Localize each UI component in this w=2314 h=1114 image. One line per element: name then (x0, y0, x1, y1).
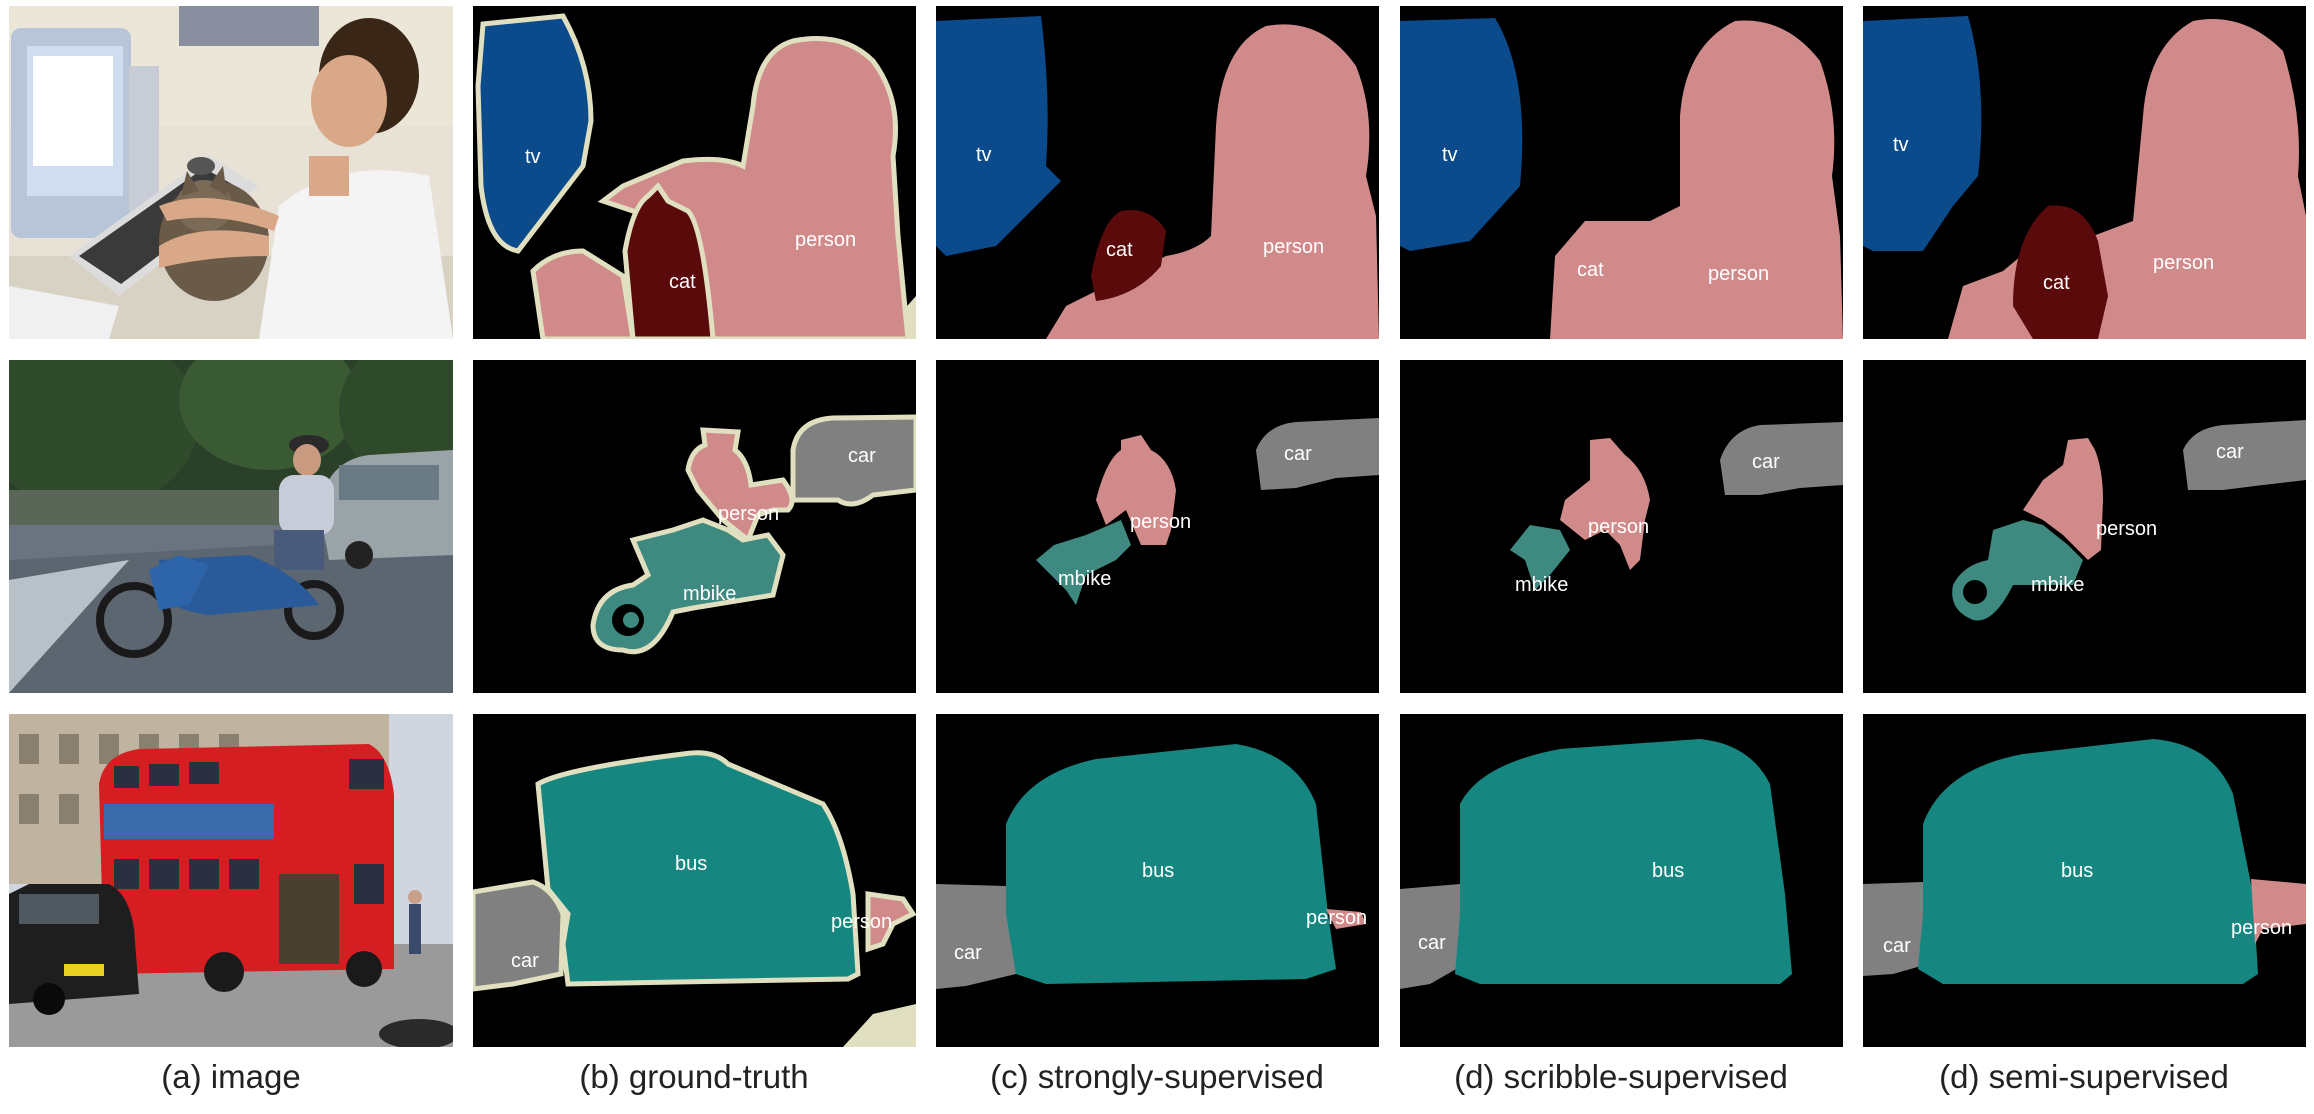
label-tv: tv (525, 146, 541, 168)
caption-scribble-supervised: (d) scribble-supervised (1454, 1058, 1788, 1095)
gt-mask-row2: car person mbike (473, 360, 916, 693)
label-mbike: mbike (2031, 574, 2084, 596)
label-mbike: mbike (1058, 568, 1111, 590)
label-car: car (1883, 935, 1911, 957)
label-person: person (1263, 236, 1324, 258)
label-person: person (1306, 907, 1367, 929)
label-person: person (2096, 518, 2157, 540)
strong-mask-row3: car bus person (936, 714, 1379, 1047)
scribble-mask-row1: tv cat person (1400, 6, 1843, 339)
label-cat: cat (2043, 272, 2070, 294)
label-car: car (511, 950, 539, 972)
label-person: person (831, 911, 892, 933)
label-cat: cat (669, 271, 696, 293)
label-person: person (2231, 917, 2292, 939)
label-bus: bus (1652, 860, 1684, 882)
caption-ground-truth: (b) ground-truth (579, 1058, 809, 1095)
label-car: car (848, 445, 876, 467)
label-person: person (1588, 516, 1649, 538)
photo-row2-motorbike (9, 360, 453, 693)
semi-mask-row2: car person mbike (1863, 360, 2306, 693)
caption-strongly-supervised: (c) strongly-supervised (990, 1058, 1324, 1095)
scribble-mask-row2: car person mbike (1400, 360, 1843, 693)
label-person: person (795, 229, 856, 251)
photo-row3-bus (9, 714, 453, 1047)
caption-semi-supervised: (d) semi-supervised (1939, 1058, 2229, 1095)
label-car: car (1418, 932, 1446, 954)
caption-image: (a) image (161, 1058, 301, 1095)
gt-mask-row3: car bus person (473, 714, 916, 1047)
label-car: car (954, 942, 982, 964)
label-tv: tv (1893, 134, 1909, 156)
gt-mask-row1: tv cat person (473, 6, 916, 339)
scribble-mask-row3: car bus (1400, 714, 1843, 1047)
label-cat: cat (1106, 239, 1133, 261)
label-mbike: mbike (683, 583, 736, 605)
semi-mask-row1: tv cat person (1863, 6, 2306, 339)
label-bus: bus (1142, 860, 1174, 882)
label-car: car (1752, 451, 1780, 473)
label-person: person (718, 503, 779, 525)
label-car: car (2216, 441, 2244, 463)
label-person: person (1130, 511, 1191, 533)
label-car: car (1284, 443, 1312, 465)
label-tv: tv (976, 144, 992, 166)
label-bus: bus (2061, 860, 2093, 882)
label-tv: tv (1442, 144, 1458, 166)
label-person: person (1708, 263, 1769, 285)
photo-row1-office (9, 6, 453, 339)
label-mbike: mbike (1515, 574, 1568, 596)
label-person: person (2153, 252, 2214, 274)
strong-mask-row1: tv cat person (936, 6, 1379, 339)
label-bus: bus (675, 853, 707, 875)
label-cat: cat (1577, 259, 1604, 281)
semi-mask-row3: car bus person (1863, 714, 2306, 1047)
strong-mask-row2: car person mbike (936, 360, 1379, 693)
